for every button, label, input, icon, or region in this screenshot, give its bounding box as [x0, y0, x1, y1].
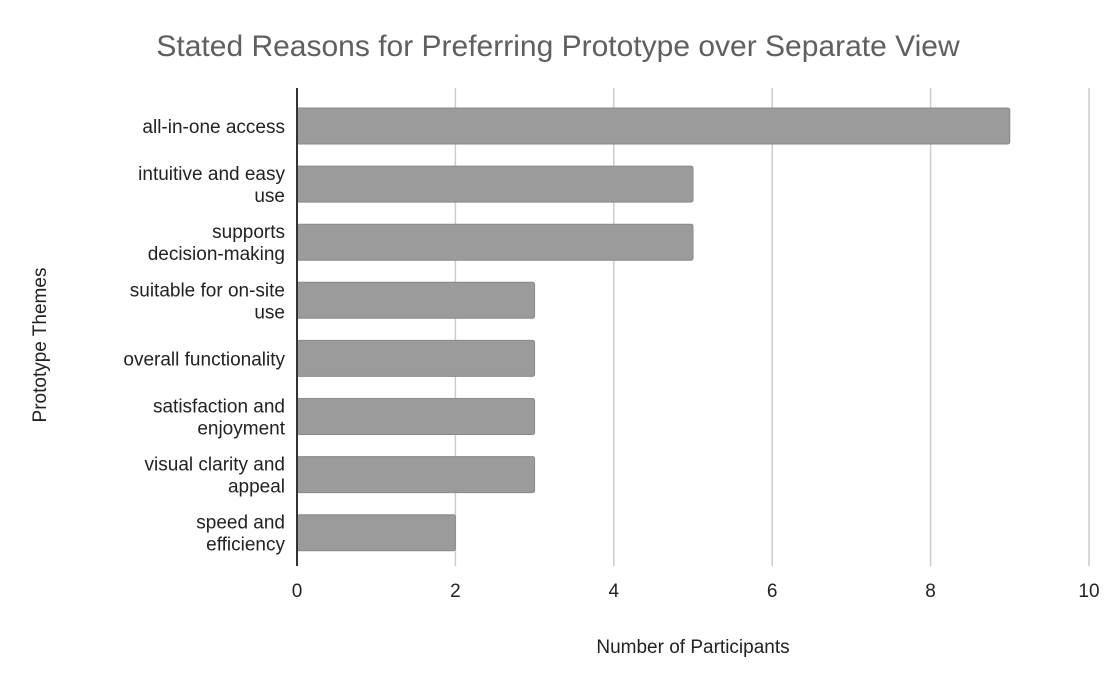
gridlines	[454, 88, 1090, 566]
category-label: appeal	[228, 477, 285, 498]
category-label: use	[254, 302, 285, 323]
category-label: efficiency	[206, 535, 285, 556]
bar	[296, 339, 536, 377]
x-tick-label: 4	[609, 581, 620, 602]
category-label: use	[254, 186, 285, 207]
x-tick-label: 6	[767, 581, 778, 602]
x-tick-label: 0	[292, 581, 303, 602]
category-label: visual clarity and	[145, 455, 285, 476]
bar	[296, 398, 536, 435]
x-tick-label: 8	[925, 581, 936, 602]
y-axis-label: Prototype Themes	[30, 268, 51, 423]
category-label: intuitive and easy	[138, 164, 285, 185]
bar	[296, 456, 536, 494]
bar	[296, 281, 536, 319]
category-label: suitable for on-site	[130, 280, 285, 301]
x-axis-label: Number of Participants	[596, 637, 789, 658]
category-label: all-in-one access	[142, 117, 285, 138]
category-label: overall functionality	[123, 349, 285, 370]
x-tick-label: 2	[450, 581, 461, 602]
bar	[296, 514, 456, 552]
x-tick-label: 10	[1078, 581, 1099, 602]
category-label: satisfaction and	[153, 397, 285, 418]
bars	[296, 107, 1011, 552]
bar	[296, 107, 1011, 145]
category-label: speed and	[196, 513, 285, 534]
chart-title: Stated Reasons for Preferring Prototype …	[156, 30, 960, 63]
category-label: enjoyment	[197, 419, 285, 440]
category-label: decision-making	[148, 244, 285, 265]
category-label: supports	[212, 222, 285, 243]
bar	[296, 223, 694, 261]
bar	[296, 165, 694, 203]
x-tick-labels: 0 2 4 6 8 10	[292, 581, 1100, 602]
